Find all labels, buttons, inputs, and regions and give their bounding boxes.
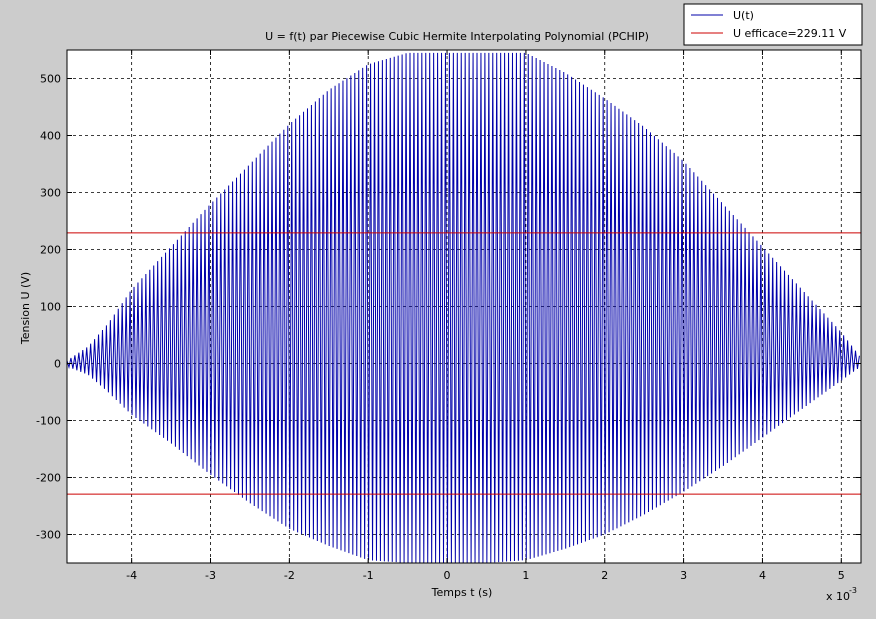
x-tick-label: 4 bbox=[759, 569, 766, 582]
x-tick-label: -3 bbox=[205, 569, 216, 582]
legend-label-ueff: U efficace=229.11 V bbox=[733, 27, 847, 40]
x-tick-label: 3 bbox=[680, 569, 687, 582]
y-tick-label: 300 bbox=[40, 187, 61, 200]
x-tick-label: -4 bbox=[126, 569, 137, 582]
tick-labels: -4 -3 -2 -1 0 1 2 3 4 5 -300 -200 -100 0 100 200 300 400 5… bbox=[36, 73, 845, 583]
x-exponent-power: -3 bbox=[849, 586, 857, 595]
x-exponent-base: x 10 bbox=[826, 590, 850, 603]
tick-marks bbox=[67, 50, 861, 563]
y-tick-label: 400 bbox=[40, 130, 61, 143]
x-tick-label: 5 bbox=[838, 569, 845, 582]
plot-axes bbox=[66, 49, 862, 564]
x-tick-label: 2 bbox=[601, 569, 608, 582]
y-tick-label: -300 bbox=[36, 529, 61, 542]
y-tick-label: 500 bbox=[40, 73, 61, 86]
legend[interactable]: U(t) U efficace=229.11 V bbox=[683, 3, 863, 46]
y-tick-label: 0 bbox=[54, 358, 61, 371]
x-exponent-label: x 10 -3 bbox=[826, 586, 857, 603]
x-axis-label: Temps t (s) bbox=[431, 586, 493, 599]
chart-title: U = f(t) par Piecewise Cubic Hermite Int… bbox=[265, 30, 649, 43]
x-tick-label: 1 bbox=[522, 569, 529, 582]
legend-box bbox=[683, 3, 863, 46]
y-tick-label: 200 bbox=[40, 244, 61, 257]
x-tick-label: -1 bbox=[363, 569, 374, 582]
y-tick-label: 100 bbox=[40, 301, 61, 314]
y-tick-label: -200 bbox=[36, 472, 61, 485]
x-tick-label: -2 bbox=[284, 569, 295, 582]
y-tick-label: -100 bbox=[36, 415, 61, 428]
legend-label-u: U(t) bbox=[733, 9, 754, 22]
x-tick-label: 0 bbox=[444, 569, 451, 582]
y-axis-label: Tension U (V) bbox=[19, 272, 32, 345]
